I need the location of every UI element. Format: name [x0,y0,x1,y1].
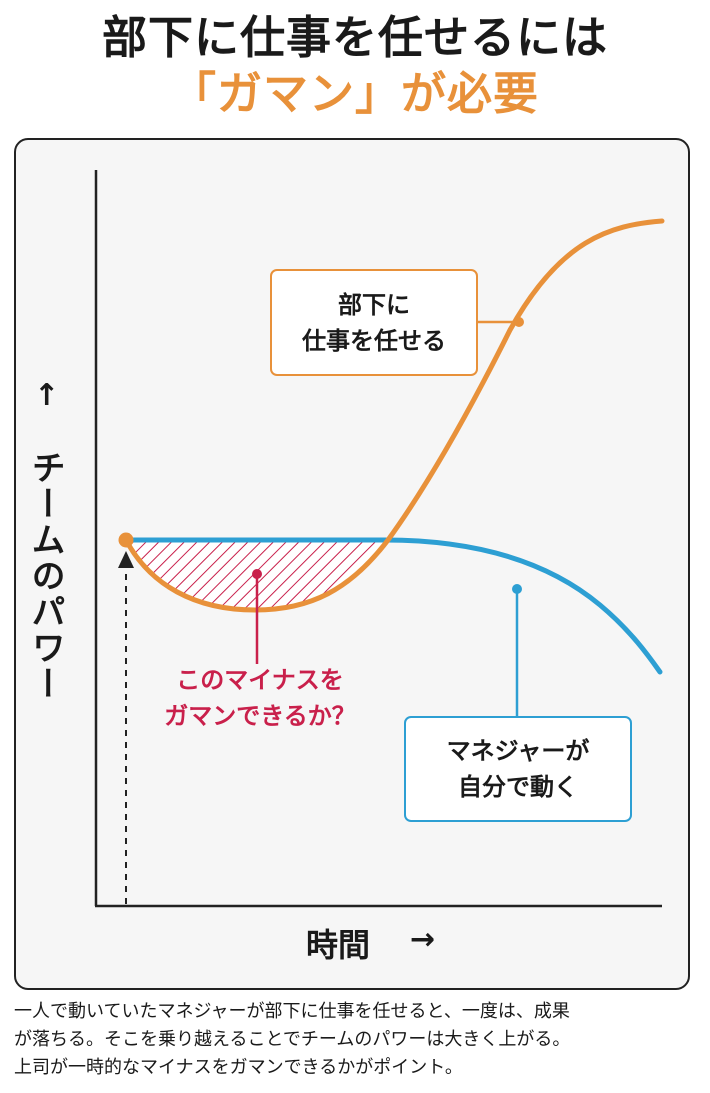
start-arrowhead [118,551,134,568]
x-axis-arrow: → [410,922,436,957]
title-line-2: 「ガマン」が必要 [170,67,539,120]
manager-callout-line-1: マネジャーが [446,737,590,765]
manager-callout: マネジャーが 自分で動く [404,716,632,822]
minus-callout-line-2: ガマンできるか？ [164,702,356,730]
caption-line-2: が落ちる。そこを乗り越えることでチームのパワーは大きく上がる。 [14,1029,571,1050]
manager-callout-line-2: 自分で動く [458,773,578,801]
delegate-curve [123,218,665,613]
delegate-connector-dot [514,317,524,327]
minus-callout-line-1: このマイナスを [176,666,344,694]
caption: 一人で動いていたマネジャーが部下に仕事を任せると、一度は、成果 が落ちる。そこを… [14,998,700,1082]
manager-connector-dot [512,584,522,594]
delegate-callout: 部下に 仕事を任せる [270,269,478,376]
x-axis-label: 時間 [306,926,371,964]
start-point [118,532,134,548]
delegate-callout-line-2: 仕事を任せる [302,327,446,355]
caption-line-3: 上司が一時的なマイナスをガマンできるかがポイント。 [14,1057,463,1078]
manager-curve [123,537,663,675]
y-axis-arrow: ↑ [34,378,60,413]
title-line-1: 部下に仕事を任せるには [101,11,608,64]
caption-line-1: 一人で動いていたマネジャーが部下に仕事を任せると、一度は、成果 [14,1001,570,1022]
minus-connector-dot [252,569,262,579]
delegate-callout-line-1: 部下に [338,291,410,319]
y-axis-label: チームのパワー [25,450,65,702]
minus-callout: このマイナスを ガマンできるか？ [120,662,400,734]
